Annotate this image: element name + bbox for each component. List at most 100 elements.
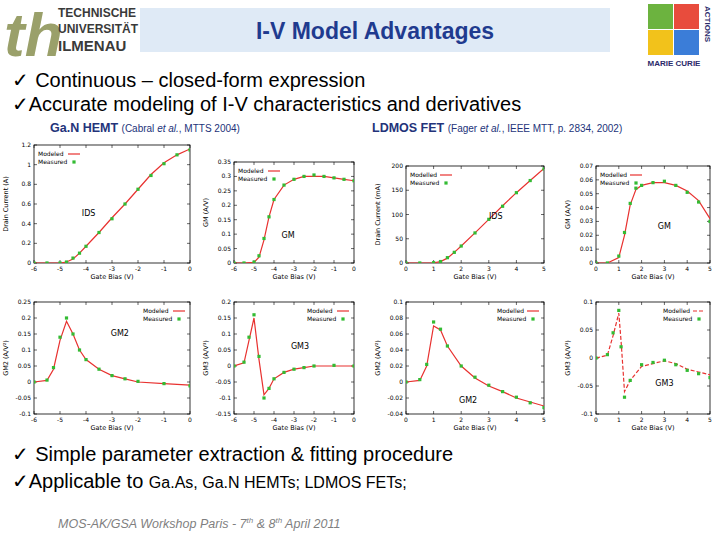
y-tick [351,302,354,303]
x-tick [60,145,61,148]
x-tick [190,145,191,148]
y-tick-label: 0.06 [580,176,594,183]
y-axis-label: GM (A/V) [564,200,572,229]
x-tick [641,260,642,263]
legend: ModelledMeasured [663,307,705,322]
y-tick [406,190,409,191]
measured-point [65,316,68,319]
y-tick [187,223,190,224]
group-ref: , IEEE MTT, p. 2834, 2002) [502,123,623,134]
y-tick [541,398,544,399]
x-tick-label: -6 [231,265,237,272]
x-tick-label: 2 [640,416,644,423]
plot-frame [234,162,354,263]
legend-swatch [337,310,349,311]
x-tick [138,302,139,305]
measured-point [617,309,620,312]
logo-text: ACTIONS [703,6,712,43]
measured-point [617,254,620,257]
measured-point [596,261,598,263]
measured-point [136,188,139,191]
x-tick-label: -6 [31,416,37,423]
plot-data [34,148,190,263]
x-tick [488,302,489,305]
model-line [34,321,190,385]
x-tick [138,411,139,414]
y-tick-label: 0.05 [18,362,32,369]
measured-point [663,180,666,183]
y-tick-label: 1 [27,161,31,168]
y-tick [406,334,409,335]
y-tick-label: 0 [27,259,31,266]
y-tick-label: 1.2 [21,141,31,148]
measured-point [663,359,666,362]
logo-text: MARIE CURIE [648,59,702,68]
measured-point [515,396,518,399]
y-tick [234,234,237,235]
x-tick [596,302,597,305]
legend-label: Measured [600,179,630,186]
measured-point [418,378,421,381]
y-tick [34,398,37,399]
x-tick-label: -1 [161,416,167,423]
measured-point [312,364,315,367]
x-tick [687,260,688,263]
x-tick [596,411,597,414]
y-tick [34,243,37,244]
y-tick [187,164,190,165]
y-tick-label: 0 [399,378,403,385]
measured-point [58,336,61,339]
measured-point [529,401,532,404]
measured-point [697,372,700,375]
x-axis-label: Gate Bias (V) [91,424,134,432]
title: I-V Model Advantages [256,18,494,44]
x-tick-label: 0 [188,416,192,423]
x-tick [234,411,235,414]
legend: ModelledMeasured [600,171,642,186]
measured-point [406,380,408,383]
y-tick-label: 0 [589,354,593,361]
measured-point [302,175,305,178]
y-tick [34,204,37,205]
x-axis-label: Gate Bias (V) [632,273,675,281]
x-tick [618,302,619,305]
x-tick [618,166,619,169]
x-tick-label: -1 [331,265,337,272]
x-tick-label: -5 [251,265,257,272]
x-tick [254,162,255,165]
group-label: LDMOS FET (Fager et al., IEEE MTT, p. 28… [372,121,622,135]
measured-point [606,353,609,356]
measured-point [162,162,165,165]
y-tick-label: 0.01 [580,245,594,252]
x-tick [664,302,665,305]
y-tick [596,386,599,387]
group-name: LDMOS FET [372,121,448,135]
legend-swatch [440,174,452,175]
x-tick [34,145,35,148]
x-tick-label: 0 [188,265,192,272]
legend-swatch [630,174,642,175]
plot-data [34,316,190,387]
x-tick-label: 5 [708,416,712,423]
bullet-text: Accurate modeling of I-V characteristics… [29,93,521,115]
x-tick [461,411,462,414]
measured-point [439,328,442,331]
legend-swatch [68,153,80,154]
y-tick-label: 0.06 [390,330,404,337]
legend-swatch [341,317,344,320]
x-tick [164,302,165,305]
measured-point [623,396,626,399]
y-tick-label: -0.02 [387,394,403,401]
measured-point [634,187,637,190]
measured-point [432,261,435,263]
measured-point [188,384,190,387]
y-tick [34,223,37,224]
measured-point [110,217,113,220]
y-tick-label: 0.05 [218,245,232,252]
x-tick [354,162,355,165]
footer-text: April 2011 [282,517,340,531]
y-tick [707,330,710,331]
measured-point [542,167,544,170]
measured-point [629,202,632,205]
bullet-text: Simple parameter extraction & fitting pr… [35,443,453,465]
